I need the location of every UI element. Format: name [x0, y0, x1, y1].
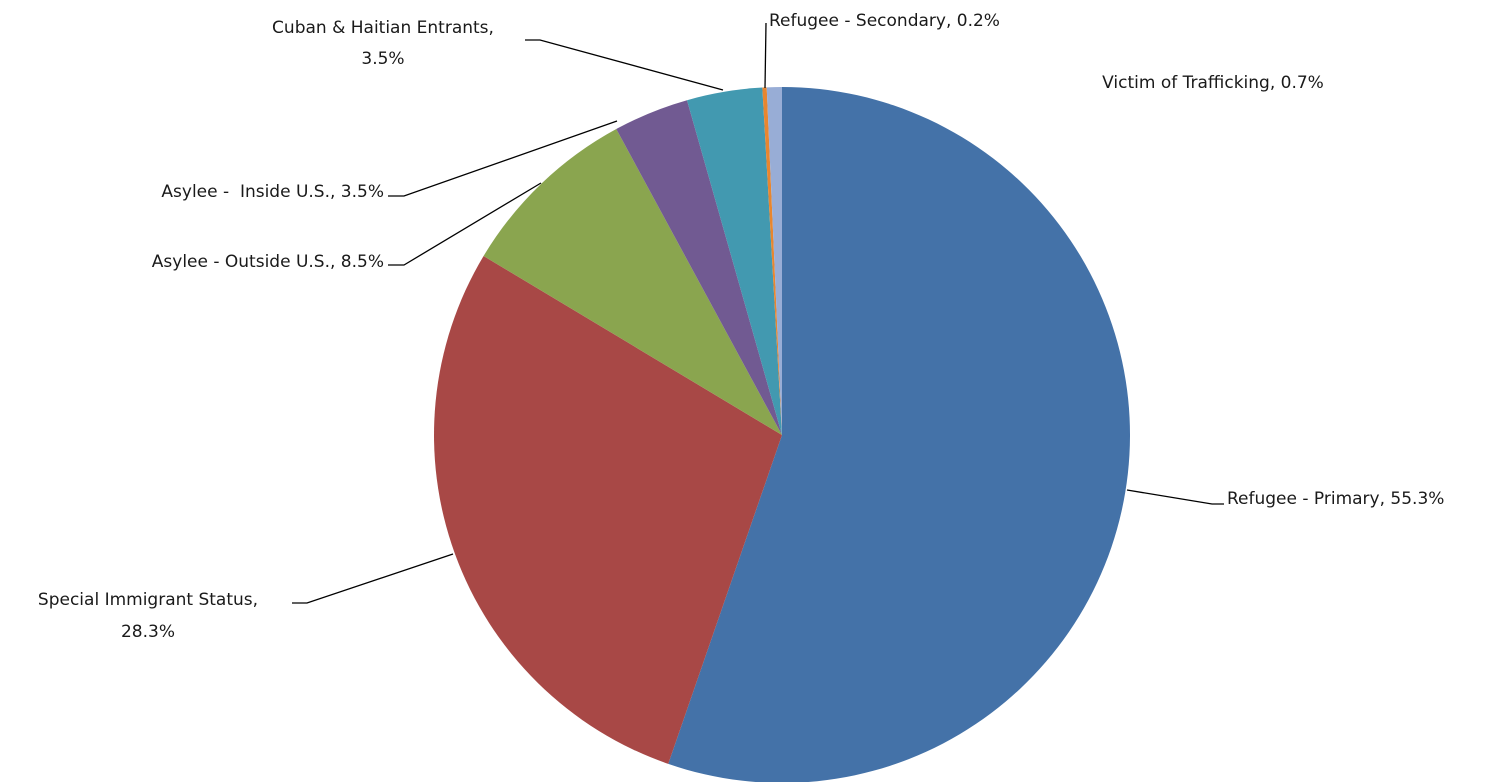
leader-line-asylee-inside-u-s [388, 120, 618, 197]
pie-slice-asylee-outside-u-s [483, 129, 782, 435]
leader-lines [292, 22, 1224, 604]
pie-slice-asylee-inside-u-s [616, 100, 782, 436]
pie-slice-victim-of-trafficking [766, 87, 782, 435]
leader-line-special-immigrant-status [292, 553, 454, 604]
pie-slice-cuban-and-haitian-entrants [687, 87, 782, 435]
data-label-refugee-secondary: Refugee - Secondary, 0.2% [769, 11, 1000, 31]
data-label-line: Special Immigrant Status, [38, 590, 258, 610]
data-label-line: Asylee - Inside U.S., 3.5% [161, 182, 384, 202]
data-label-line: Asylee - Outside U.S., 8.5% [152, 252, 384, 272]
pie-slices [434, 87, 1130, 782]
leader-line-asylee-outside-u-s [388, 182, 542, 266]
data-label-line: Refugee - Primary, 55.3% [1227, 489, 1444, 509]
leader-line-refugee-secondary [764, 22, 767, 89]
data-label-line: Victim of Trafficking, 0.7% [1102, 73, 1324, 93]
data-label-line: 3.5% [361, 49, 404, 69]
leader-line-cuban-and-haitian-entrants [525, 39, 724, 91]
data-label-asylee-outside-u-s: Asylee - Outside U.S., 8.5% [152, 252, 384, 272]
data-label-line: Refugee - Secondary, 0.2% [769, 11, 1000, 31]
data-label-cuban-and-haitian-entrants: Cuban & Haitian Entrants, 3.5% [272, 18, 494, 69]
data-label-asylee-inside-u-s: Asylee - Inside U.S., 3.5% [161, 182, 384, 202]
data-label-refugee-primary: Refugee - Primary, 55.3% [1227, 489, 1444, 509]
data-label-line: Cuban & Haitian Entrants, [272, 18, 494, 38]
pie-slice-special-immigrant-status [434, 255, 782, 764]
pie-slice-refugee-primary [668, 87, 1130, 782]
pie-slice-refugee-secondary [762, 87, 782, 435]
leader-line-refugee-primary [1126, 489, 1224, 505]
data-label-special-immigrant-status: Special Immigrant Status, 28.3% [38, 590, 258, 642]
data-label-line: 28.3% [121, 622, 175, 642]
data-label-victim-of-trafficking: Victim of Trafficking, 0.7% [1102, 73, 1324, 93]
data-labels: Refugee - Primary, 55.3% Special Immigran… [38, 11, 1445, 642]
